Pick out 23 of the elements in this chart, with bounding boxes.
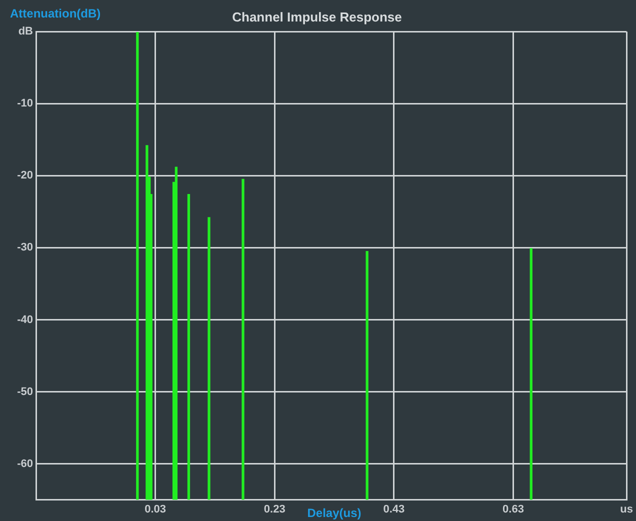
y-tick-label: -50 [17,386,33,398]
bar [187,194,190,500]
x-tick-label: us [620,503,634,516]
x-tick-label: 0.63 [502,503,524,516]
y-tick-label: -20 [17,170,33,182]
y-tick-label: -10 [17,98,33,110]
x-axis-title: Delay(us) [307,506,362,520]
bar [146,145,148,500]
x-tick-label: 0.23 [264,503,286,516]
bar [174,166,178,500]
chart-title: Channel Impulse Response [232,9,402,24]
y-tick-label: -30 [17,242,33,254]
y-axis-title: Attenuation(dB) [10,6,101,20]
bar [366,250,368,500]
y-tick-label: -60 [17,458,33,470]
bar [136,32,139,500]
y-tick-label: dB [18,26,34,38]
bar [242,178,244,500]
x-tick-label: 0.03 [144,503,166,516]
bar [208,217,210,500]
bar [530,248,532,500]
y-tick-label: -40 [17,314,33,326]
x-tick-label: 0.43 [383,503,405,516]
